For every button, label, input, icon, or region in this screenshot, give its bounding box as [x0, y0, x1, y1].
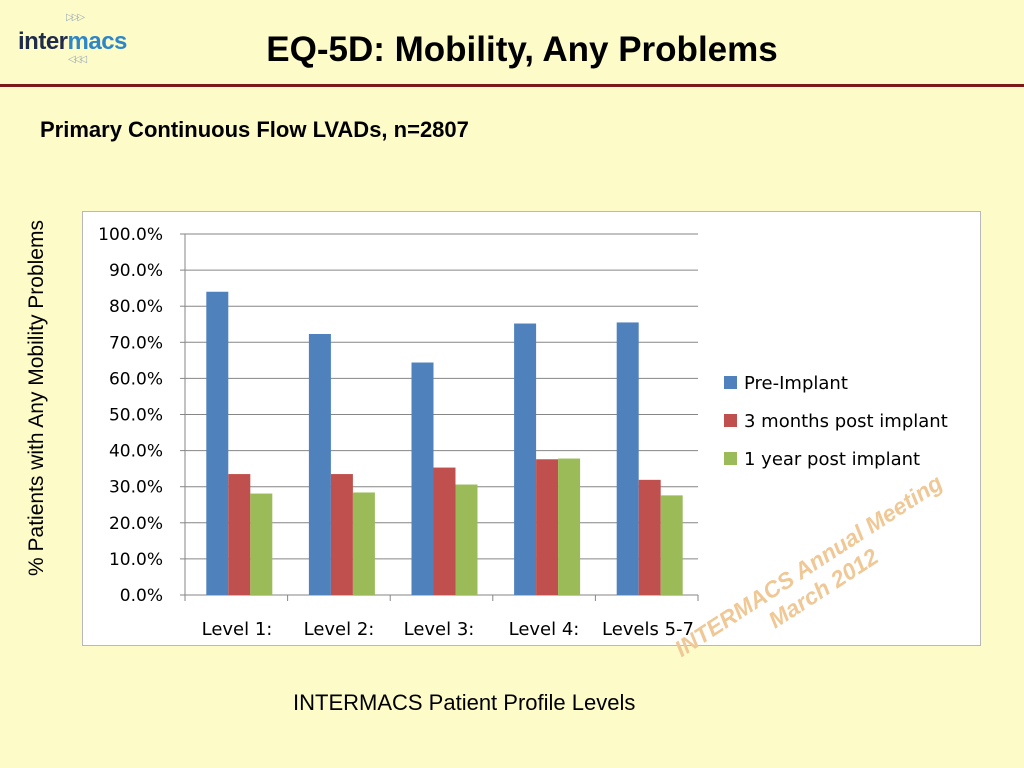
intermacs-logo: ▷▷▷ intermacs ◁◁◁ — [16, 12, 146, 70]
slide-subtitle: Primary Continuous Flow LVADs, n=2807 — [40, 117, 469, 142]
x-tick-label: Levels 5-7 — [602, 619, 694, 640]
y-axis-title: % Patients with Any Mobility Problems — [25, 220, 48, 576]
bar — [330, 474, 353, 595]
legend-swatch — [724, 376, 737, 389]
x-tick-label: Level 4: — [509, 619, 580, 640]
y-tick-label: 50.0% — [109, 406, 163, 426]
y-tick-label: 80.0% — [109, 297, 163, 317]
legend-label: 1 year post implant — [744, 449, 920, 470]
y-tick-label: 90.0% — [109, 261, 163, 281]
x-tick-label: Level 1: — [202, 619, 273, 640]
logo-arrows-bottom-icon: ◁◁◁ — [68, 54, 87, 65]
legend-swatch — [724, 414, 737, 427]
y-tick-label: 60.0% — [109, 369, 163, 389]
slide-title: EQ-5D: Mobility, Any Problems — [266, 30, 778, 69]
y-tick-label: 100.0% — [98, 225, 163, 245]
legend-label: Pre-Implant — [744, 373, 848, 394]
bar — [308, 333, 331, 595]
y-tick-label: 30.0% — [109, 478, 163, 498]
x-axis-title: INTERMACS Patient Profile Levels — [293, 690, 636, 715]
bar — [411, 362, 434, 595]
logo-arrows-top-icon: ▷▷▷ — [66, 12, 85, 23]
bar — [250, 493, 273, 595]
y-tick-label: 10.0% — [109, 550, 163, 570]
x-tick-label: Level 3: — [404, 619, 475, 640]
y-tick-label: 0.0% — [120, 586, 163, 606]
y-tick-label: 70.0% — [109, 333, 163, 353]
logo-text: intermacs — [18, 28, 127, 55]
bar — [616, 322, 639, 595]
title-divider — [0, 84, 1024, 87]
y-tick-label: 20.0% — [109, 514, 163, 534]
bar — [455, 484, 478, 595]
legend-label: 3 months post implant — [744, 411, 948, 432]
bar — [536, 459, 559, 595]
legend-swatch — [724, 452, 737, 465]
y-tick-label: 40.0% — [109, 442, 163, 462]
bar — [660, 495, 683, 595]
bar — [638, 479, 661, 595]
x-tick-label: Level 2: — [304, 619, 375, 640]
chart-area: 0.0% 10.0% 20.0% 30.0% 40.0% 50.0% 60.0% 70.0% 8… — [82, 211, 981, 646]
bar — [558, 458, 581, 595]
bar — [352, 492, 375, 595]
bar — [433, 467, 456, 595]
bar — [514, 323, 537, 595]
bar-chart: 0.0% 10.0% 20.0% 30.0% 40.0% 50.0% 60.0% 70.0% 8… — [98, 225, 948, 640]
bar — [206, 291, 229, 595]
bar — [228, 474, 251, 595]
